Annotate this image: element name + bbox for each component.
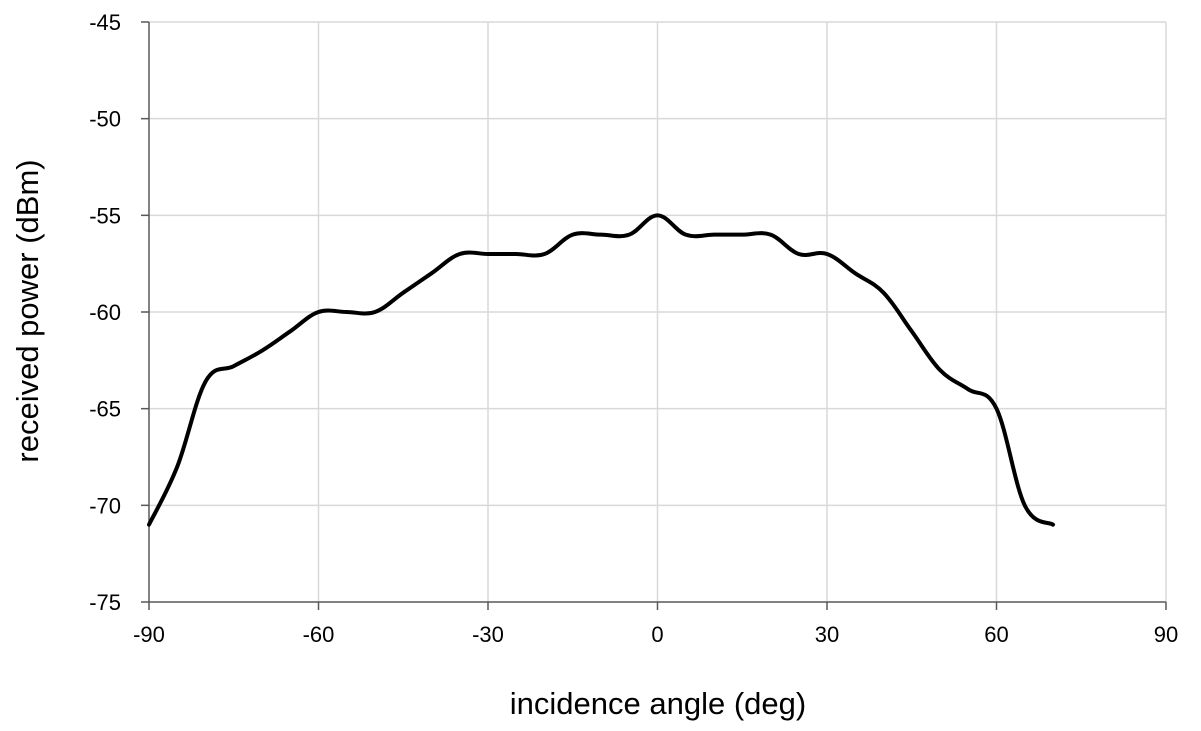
x-tick-label: 90	[1154, 622, 1178, 647]
x-axis-title: incidence angle (deg)	[510, 686, 806, 721]
y-tick-label: -65	[89, 397, 121, 422]
y-tick-label: -60	[89, 300, 121, 325]
y-tick-label: -50	[89, 107, 121, 132]
series-layer	[147, 213, 1055, 527]
series-line	[147, 213, 1055, 527]
x-tick-label: -60	[303, 622, 335, 647]
y-tick-label: -45	[89, 10, 121, 35]
y-axis-title: received power (dBm)	[10, 159, 45, 462]
axes	[141, 21, 1167, 610]
x-tick-label: 30	[815, 622, 839, 647]
y-tick-label: -55	[89, 203, 121, 228]
x-tick-label: -90	[133, 622, 165, 647]
x-tick-label: 0	[651, 622, 663, 647]
tick-labels: -90 -60 -30 0 30 60 90 -45 -50 -55 -60 -65 -70 -75	[89, 10, 1178, 647]
grid	[149, 21, 1167, 602]
y-tick-label: -70	[89, 493, 121, 518]
x-tick-label: 60	[984, 622, 1008, 647]
x-tick-label: -30	[472, 622, 504, 647]
y-tick-label: -75	[89, 590, 121, 615]
